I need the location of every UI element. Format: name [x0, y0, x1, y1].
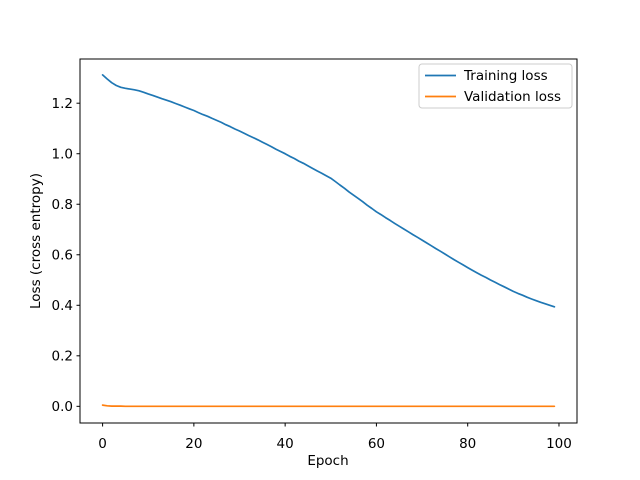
validation-loss-line: [101, 404, 556, 408]
y-tick-label: 0.8: [52, 197, 73, 213]
legend: Training loss Validation loss: [418, 63, 573, 109]
plot-area: [80, 59, 577, 423]
training-loss-line: [101, 74, 556, 308]
y-tick-label: 1.2: [52, 96, 73, 112]
legend-frame: [418, 63, 573, 109]
x-tick-label: 40: [277, 436, 294, 452]
y-tick-label: 0.6: [52, 248, 73, 264]
y-tick-label: 0.4: [52, 298, 73, 314]
y-tick-label: 1.0: [52, 147, 73, 163]
y-axis-label: Loss (cross entropy): [28, 173, 44, 309]
legend-label-training-loss: Training loss: [463, 68, 548, 84]
legend-label-validation-loss: Validation loss: [464, 89, 561, 105]
x-tick-label: 60: [368, 436, 385, 452]
y-tick-label: 0.0: [52, 399, 73, 415]
x-axis-label: Epoch: [307, 453, 348, 469]
x-tick-label: 80: [459, 436, 476, 452]
series-lines: [101, 74, 556, 408]
x-tick-label: 0: [98, 436, 107, 452]
x-axis-ticks: 0 20 40 60 80 100: [98, 423, 572, 452]
x-tick-label: 100: [546, 436, 572, 452]
x-tick-label: 20: [185, 436, 202, 452]
y-axis-ticks: 0.0 0.2 0.4 0.6 0.8 1.0 1.2: [52, 96, 80, 415]
y-tick-label: 0.2: [52, 349, 73, 365]
axes-frame: [79, 58, 578, 424]
